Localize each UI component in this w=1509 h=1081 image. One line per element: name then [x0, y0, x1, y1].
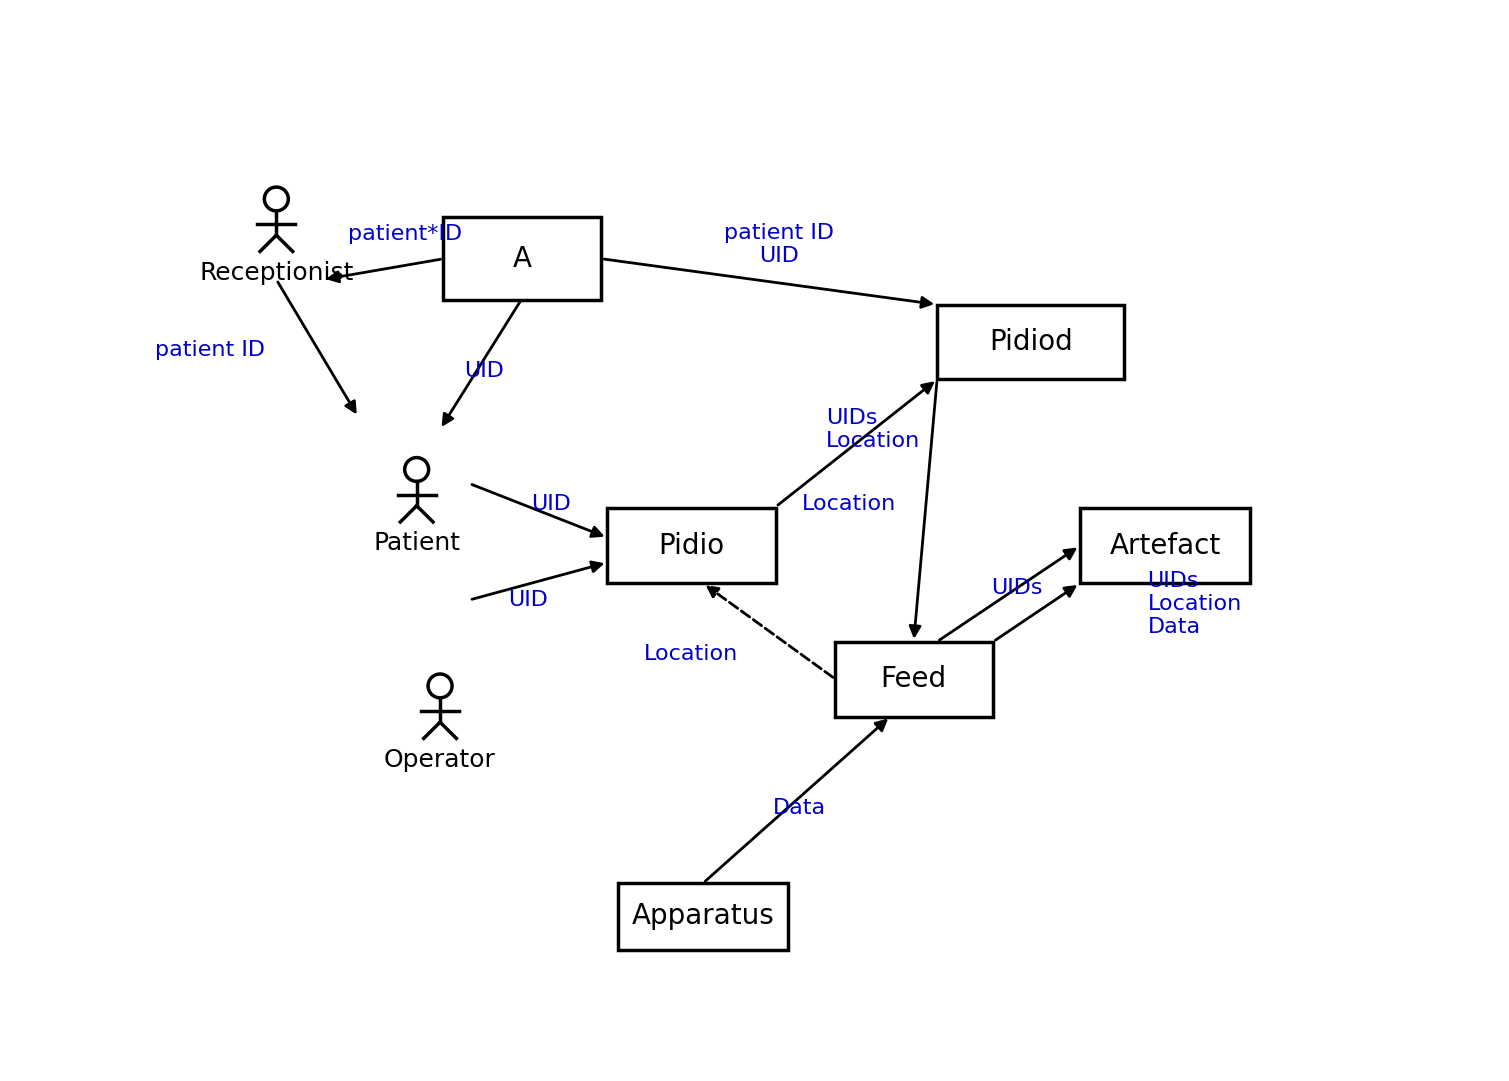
- Text: UIDs
Location: UIDs Location: [825, 408, 920, 451]
- Bar: [1080, 508, 1249, 584]
- Bar: [937, 305, 1124, 379]
- Text: Pidiod: Pidiod: [988, 328, 1073, 356]
- Text: Receptionist: Receptionist: [199, 261, 353, 284]
- Text: UIDs: UIDs: [991, 577, 1043, 598]
- Text: patient*ID: patient*ID: [349, 224, 462, 244]
- Text: Location: Location: [644, 644, 738, 664]
- Text: UIDs
Location
Data: UIDs Location Data: [1148, 571, 1242, 638]
- Text: Artefact: Artefact: [1109, 532, 1221, 560]
- Text: patient ID: patient ID: [154, 341, 264, 360]
- Text: Pidio: Pidio: [658, 532, 724, 560]
- Text: A: A: [513, 244, 531, 272]
- Text: Location: Location: [801, 494, 896, 515]
- Bar: [834, 642, 993, 717]
- Bar: [444, 217, 601, 301]
- Text: UID: UID: [509, 590, 548, 610]
- Text: Apparatus: Apparatus: [632, 903, 774, 931]
- Bar: [619, 883, 788, 949]
- Text: UID: UID: [531, 494, 570, 515]
- Bar: [607, 508, 776, 584]
- Text: Patient: Patient: [373, 531, 460, 556]
- Text: Data: Data: [774, 798, 827, 818]
- Text: Operator: Operator: [385, 748, 496, 772]
- Text: Feed: Feed: [881, 665, 946, 693]
- Text: patient ID
UID: patient ID UID: [724, 223, 834, 266]
- Text: UID: UID: [465, 361, 504, 382]
